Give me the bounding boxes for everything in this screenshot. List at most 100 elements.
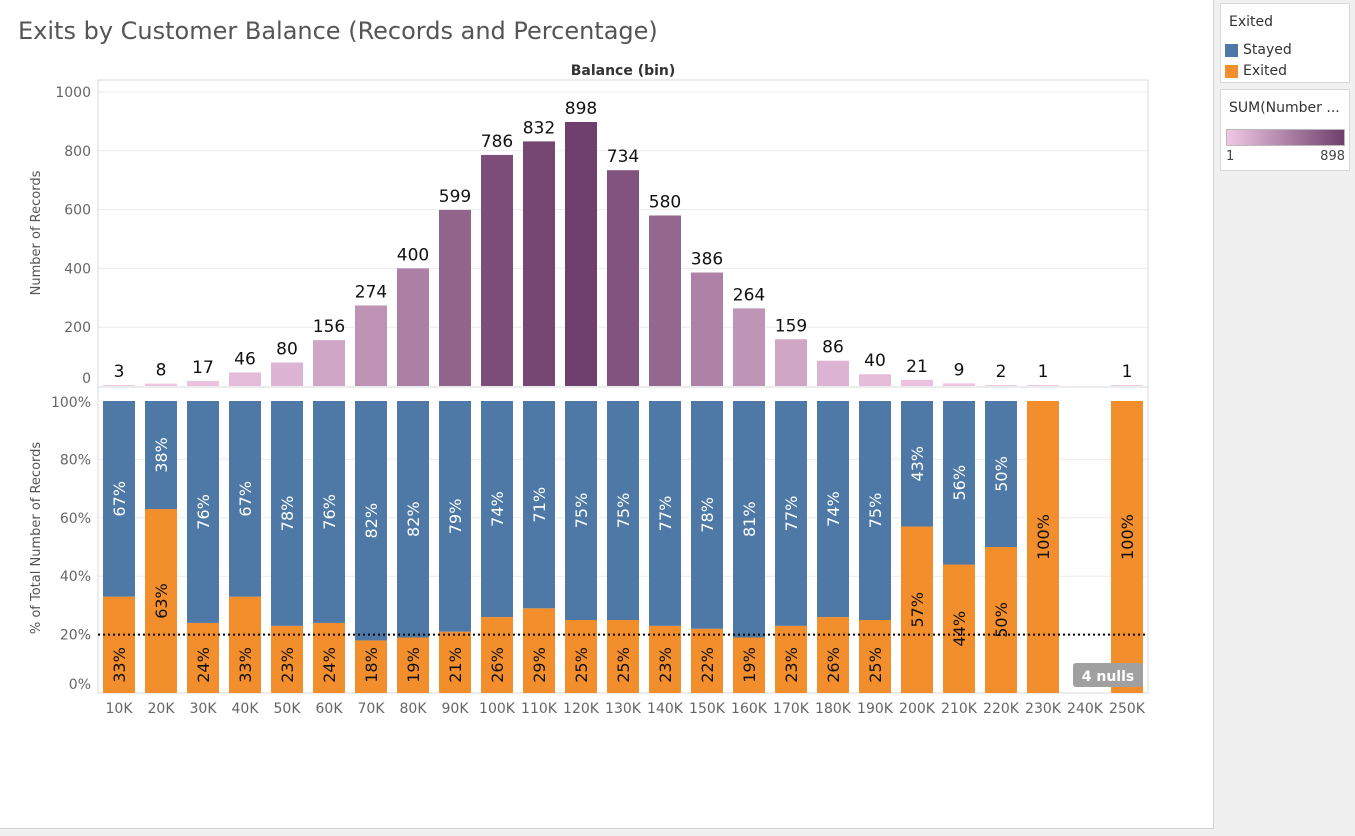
exited-pct-label: 25% [614, 647, 633, 683]
top-y-tick-label: 800 [64, 144, 91, 160]
stayed-pct-label: 38% [152, 437, 171, 473]
exited-bar [859, 620, 891, 693]
nulls-label[interactable]: 4 nulls [1082, 669, 1134, 685]
exited-pct-label: 25% [572, 647, 591, 683]
bottom-y-tick-label: 100% [51, 395, 91, 411]
x-tick-label: 230K [1025, 701, 1062, 717]
stayed-pct-label: 79% [446, 499, 465, 535]
x-tick-label: 30K [190, 701, 218, 717]
exited-pct-label: 23% [782, 647, 801, 683]
x-tick-label: 10K [106, 701, 134, 717]
count-data-label: 599 [439, 187, 471, 207]
count-data-label: 786 [481, 132, 513, 152]
x-tick-label: 200K [899, 701, 936, 717]
stayed-pct-label: 67% [236, 481, 255, 517]
legend-item-stayed-label: Stayed [1243, 42, 1292, 58]
x-tick-label: 170K [773, 701, 810, 717]
count-bar [901, 379, 933, 386]
color-legend-min: 1 [1226, 149, 1235, 164]
stayed-pct-label: 78% [698, 497, 717, 533]
stayed-pct-label: 50% [992, 456, 1011, 492]
count-data-label: 264 [733, 285, 765, 305]
count-bar [187, 381, 219, 386]
exited-bar [985, 547, 1017, 693]
count-data-label: 80 [276, 339, 298, 359]
x-tick-label: 120K [563, 701, 600, 717]
stayed-pct-label: 82% [404, 501, 423, 537]
count-bar [565, 121, 597, 386]
count-data-label: 898 [565, 99, 597, 119]
stayed-pct-label: 82% [362, 503, 381, 539]
count-bar [355, 305, 387, 386]
count-data-label: 46 [234, 349, 256, 369]
legend-item-exited[interactable]: Exited [1225, 62, 1287, 80]
stayed-bar [271, 401, 303, 626]
x-tick-label: 40K [232, 701, 260, 717]
nulls-indicator[interactable]: 4 nulls [1073, 663, 1143, 687]
stayed-bar [187, 401, 219, 623]
count-bar [313, 340, 345, 386]
count-data-label: 40 [864, 351, 886, 371]
x-tick-label: 240K [1067, 701, 1104, 717]
exited-pct-label: 25% [866, 647, 885, 683]
exited-pct-label: 19% [404, 647, 423, 683]
stayed-bar [943, 401, 975, 565]
exited-bar [397, 637, 429, 693]
x-axis-header: Balance (bin) [571, 63, 676, 79]
top-data-labels: 3 8 17 46 80 156 274 400 599 786 832 898 734 580 386 26… [114, 99, 1133, 382]
bottom-y-tick-label: 20% [60, 628, 91, 644]
stayed-bar [439, 401, 471, 632]
exited-pct-label: 18% [362, 647, 381, 683]
stayed-pct-label: 75% [572, 493, 591, 529]
count-bar [1111, 385, 1143, 386]
x-tick-label: 100K [479, 701, 516, 717]
count-bar [607, 170, 639, 386]
exited-legend[interactable]: Exited Stayed Exited [1220, 3, 1350, 83]
stayed-pct-label: 74% [824, 491, 843, 527]
top-y-tick-label: 1000 [55, 85, 91, 101]
count-data-label: 386 [691, 250, 723, 270]
x-tick-label: 160K [731, 701, 768, 717]
exited-bar [229, 596, 261, 693]
exited-bar [733, 637, 765, 693]
stayed-bar [397, 401, 429, 638]
count-data-label: 9 [954, 360, 965, 380]
stayed-pct-label: 76% [320, 494, 339, 530]
x-tick-label: 150K [689, 701, 726, 717]
x-tick-label: 220K [983, 701, 1020, 717]
stayed-pct-label: 77% [782, 496, 801, 532]
bottom-y-tick-label: 0% [69, 677, 91, 693]
color-legend[interactable]: SUM(Number ... 1 898 [1220, 89, 1350, 171]
x-tick-label: 180K [815, 701, 852, 717]
legend-item-stayed[interactable]: Stayed [1225, 41, 1292, 59]
count-data-label: 21 [906, 357, 928, 377]
stayed-bar [313, 401, 345, 623]
top-y-ticks: 0 200 400 600 800 1000 [55, 85, 91, 387]
exited-pct-label: 50% [992, 602, 1011, 638]
stayed-bar [649, 401, 681, 626]
x-tick-label: 190K [857, 701, 894, 717]
count-bar [733, 308, 765, 386]
count-bar [145, 383, 177, 386]
exited-bar [271, 625, 303, 693]
count-data-label: 17 [192, 358, 214, 378]
color-legend-max: 898 [1320, 149, 1345, 164]
stayed-pct-label: 56% [950, 465, 969, 501]
page-title: Exits by Customer Balance (Records and P… [18, 17, 658, 45]
top-y-tick-label: 0 [82, 371, 91, 387]
stayed-pct-label: 76% [194, 494, 213, 530]
x-tick-label: 60K [316, 701, 344, 717]
exited-bar [817, 617, 849, 693]
stayed-pct-label: 71% [530, 487, 549, 523]
exited-pct-label: 33% [236, 647, 255, 683]
stayed-pct-label: 67% [110, 481, 129, 517]
exited-pct-label: 26% [488, 647, 507, 683]
bottom-y-tick-label: 40% [60, 569, 91, 585]
count-bar [523, 141, 555, 386]
nulls-badge[interactable] [1073, 663, 1143, 687]
stayed-bar [985, 401, 1017, 547]
exited-pct-label: 33% [110, 647, 129, 683]
exited-pct-label: 21% [446, 647, 465, 683]
count-data-label: 159 [775, 316, 807, 336]
exited-legend-title: Exited [1229, 14, 1274, 30]
